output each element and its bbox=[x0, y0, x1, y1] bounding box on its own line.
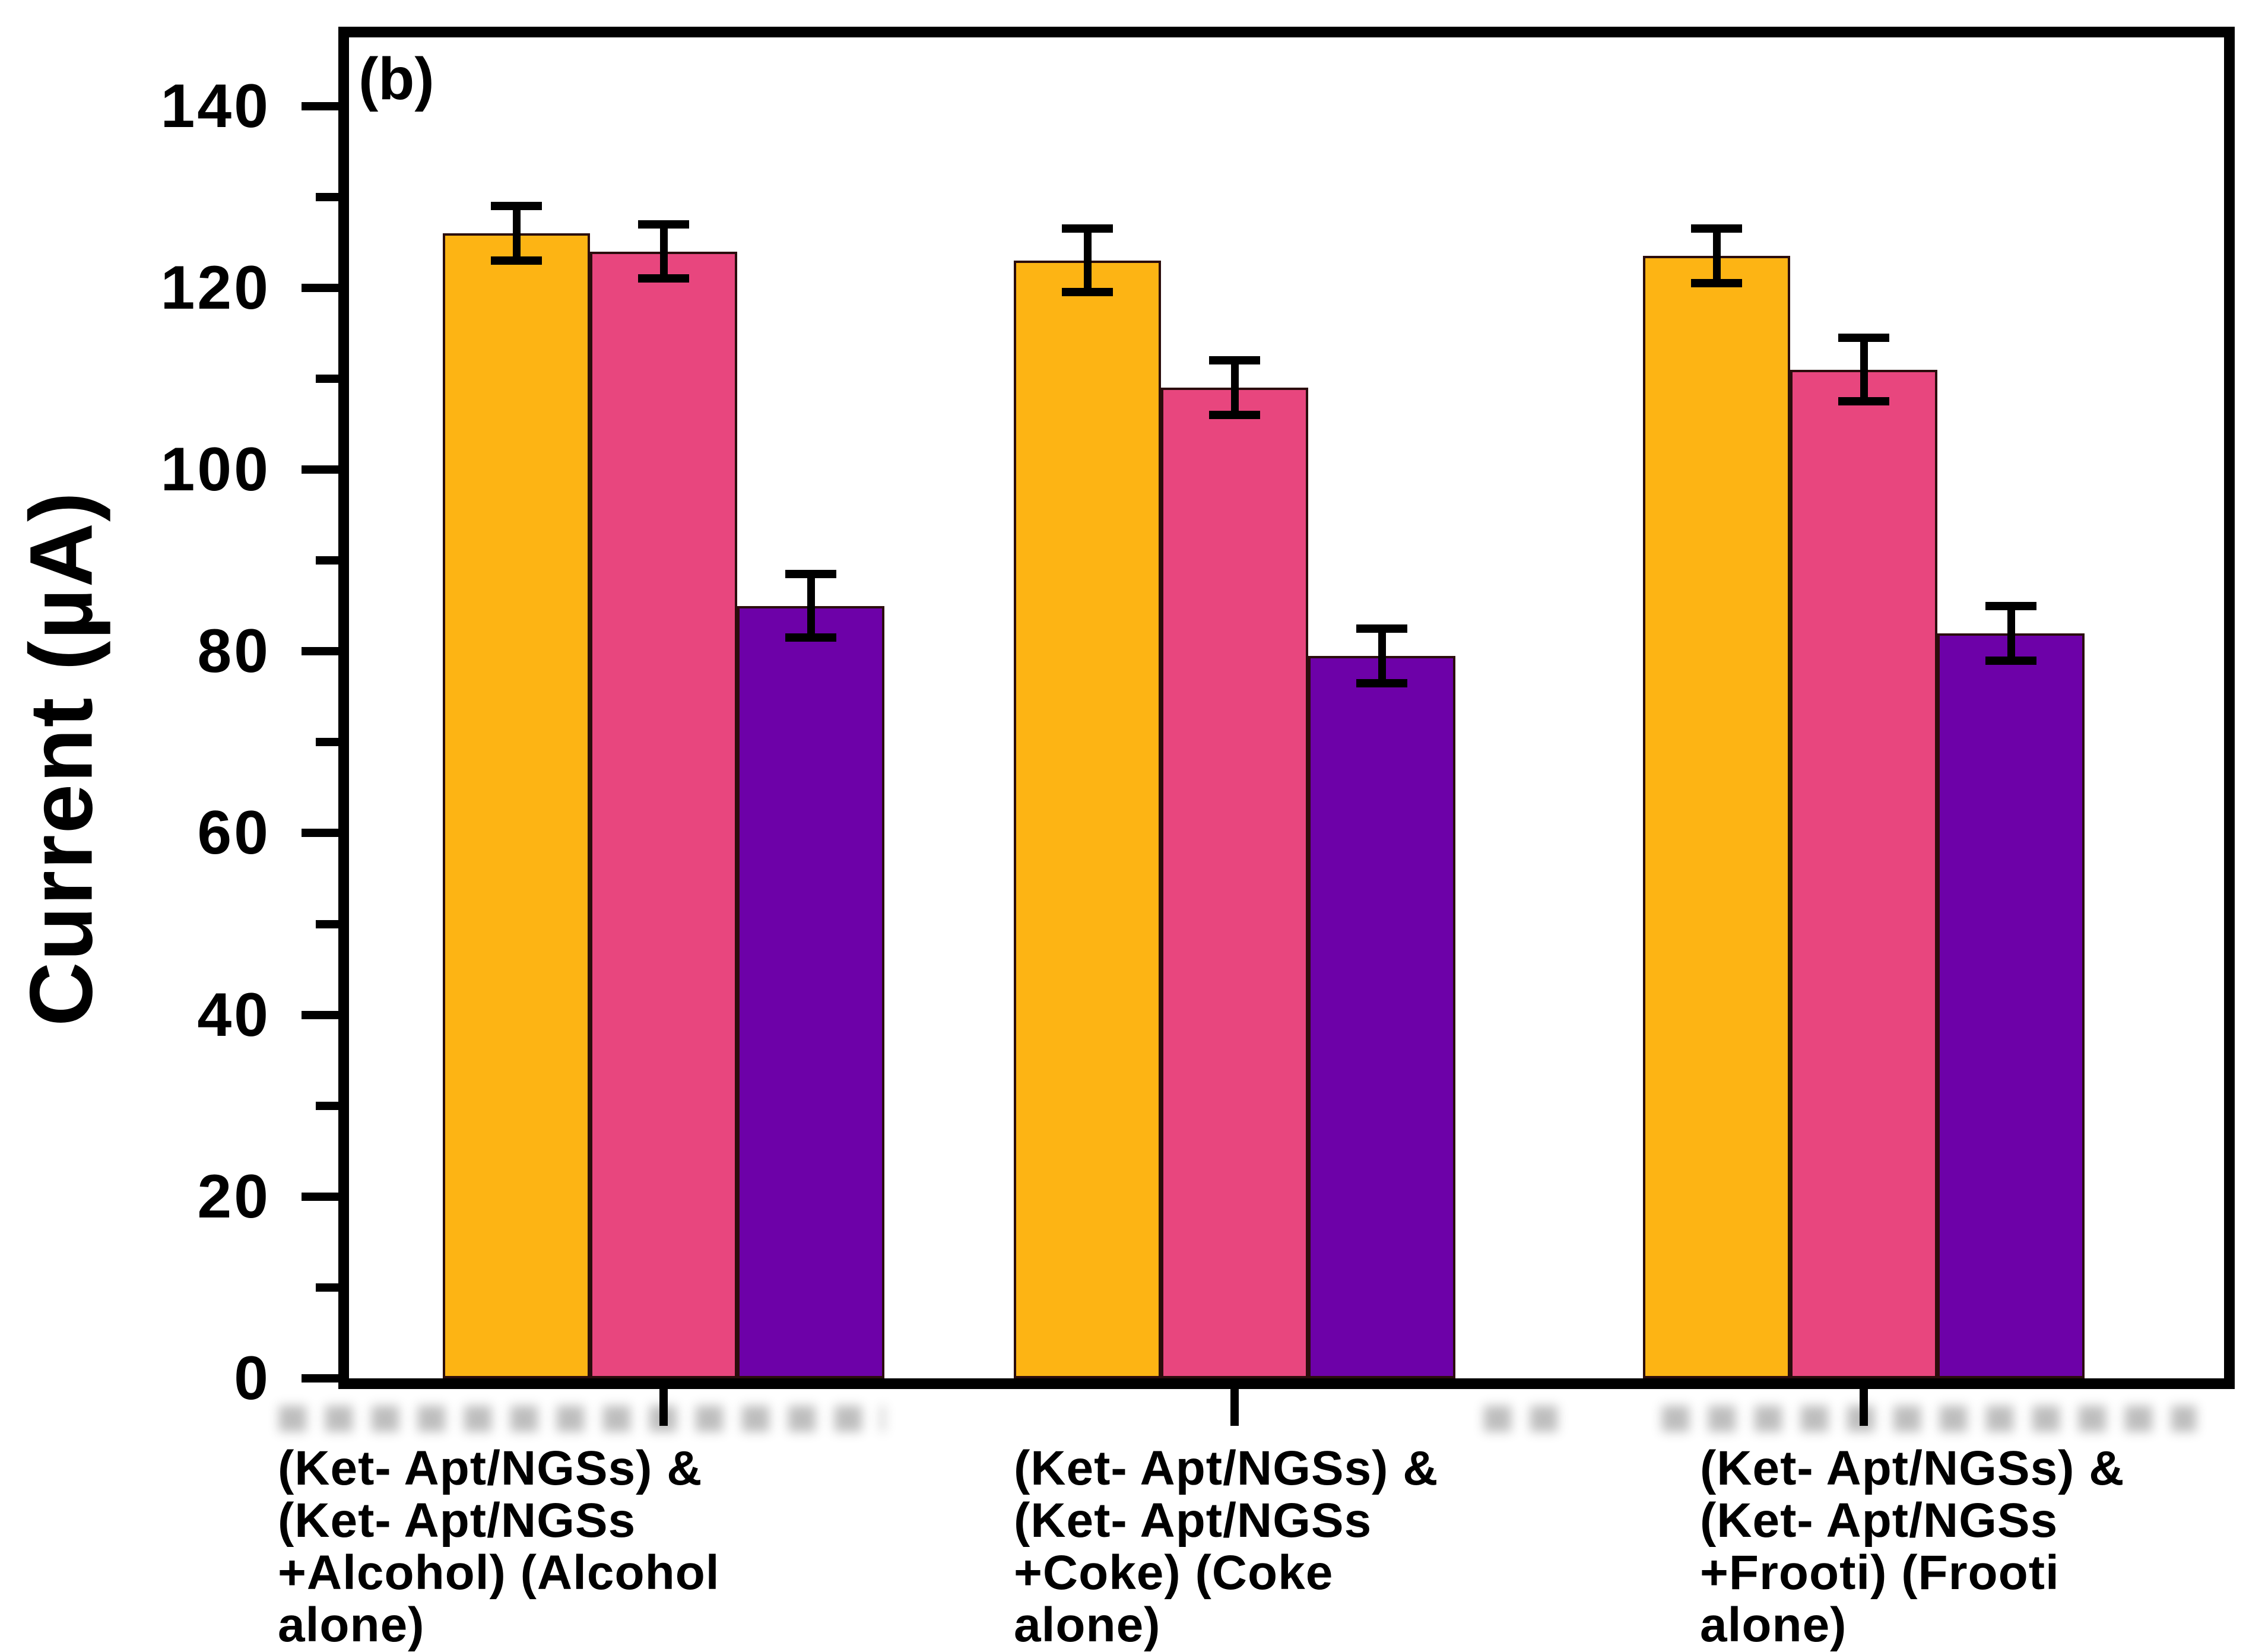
x-category-label: (Ket- Apt/NGSs) & (Ket- Apt/NGSs +Coke) (C… bbox=[1014, 1442, 1756, 1651]
error-bar-cap-bottom-orange-group3 bbox=[1691, 279, 1742, 288]
y-tick-label: 40 bbox=[197, 980, 271, 1049]
panel-letter-label: (b) bbox=[359, 46, 434, 112]
x-category-label: (Ket- Apt/NGSs) & (Ket- Apt/NGSs +Frooti) … bbox=[1700, 1442, 2246, 1651]
y-minor-tick bbox=[316, 738, 338, 747]
error-bar-cap-bottom-purple-group1 bbox=[785, 633, 836, 642]
bar-pink-group1 bbox=[590, 251, 737, 1378]
x-category-label-line: (Ket- Apt/NGSs) & bbox=[1700, 1441, 2125, 1495]
bar-purple-group3 bbox=[1937, 633, 2085, 1378]
x-category-label-line: alone) bbox=[1014, 1598, 1161, 1652]
x-category-label-line: alone) bbox=[1700, 1598, 1847, 1652]
error-bar-cap-bottom-pink-group2 bbox=[1209, 411, 1260, 420]
bar-orange-group3 bbox=[1643, 256, 1790, 1378]
bar-pink-group2 bbox=[1161, 388, 1308, 1378]
y-major-tick bbox=[302, 465, 338, 474]
y-tick-label: 80 bbox=[197, 617, 271, 686]
y-major-tick bbox=[302, 283, 338, 292]
error-bar-cap-top-purple-group3 bbox=[1985, 601, 2036, 610]
error-bar-line-pink-group2 bbox=[1230, 360, 1239, 416]
x-category-label-line: (Ket- Apt/NGSs bbox=[278, 1494, 636, 1548]
error-bar-cap-top-purple-group1 bbox=[785, 570, 836, 579]
error-bar-cap-top-pink-group3 bbox=[1838, 334, 1889, 342]
error-bar-cap-bottom-purple-group3 bbox=[1985, 656, 2036, 665]
blurred-text-artifact bbox=[1662, 1406, 2196, 1432]
x-category-label-line: +Frooti) (Frooti bbox=[1700, 1546, 2060, 1600]
y-tick-label: 100 bbox=[160, 435, 271, 504]
error-bar-cap-top-pink-group1 bbox=[638, 220, 689, 229]
error-bar-cap-bottom-pink-group1 bbox=[638, 274, 689, 283]
error-bar-cap-top-orange-group1 bbox=[491, 202, 542, 210]
error-bar-line-purple-group3 bbox=[2007, 605, 2015, 661]
blurred-text-artifact bbox=[1484, 1406, 1561, 1432]
error-bar-cap-top-orange-group3 bbox=[1691, 224, 1742, 233]
y-tick-label: 20 bbox=[197, 1162, 271, 1231]
error-bar-cap-bottom-purple-group2 bbox=[1356, 678, 1407, 687]
y-minor-tick bbox=[316, 192, 338, 201]
y-tick-label: 0 bbox=[234, 1344, 271, 1413]
error-bar-line-pink-group3 bbox=[1860, 338, 1868, 402]
error-bar-line-orange-group1 bbox=[512, 206, 521, 261]
y-minor-tick bbox=[316, 374, 338, 383]
x-category-label-line: (Ket- Apt/NGSs bbox=[1014, 1494, 1372, 1548]
y-tick-label: 140 bbox=[160, 71, 271, 141]
x-tick bbox=[1230, 1389, 1239, 1426]
error-bar-line-orange-group3 bbox=[1712, 229, 1721, 284]
y-major-tick bbox=[302, 647, 338, 656]
y-major-tick bbox=[302, 1010, 338, 1019]
error-bar-cap-top-purple-group2 bbox=[1356, 624, 1407, 633]
x-category-label-line: +Alcohol) (Alcohol bbox=[278, 1546, 720, 1600]
blurred-text-artifact bbox=[279, 1406, 884, 1432]
x-category-label-line: (Ket- Apt/NGSs) & bbox=[278, 1441, 703, 1495]
bar-orange-group1 bbox=[443, 233, 590, 1378]
bar-orange-group2 bbox=[1014, 260, 1161, 1378]
error-bar-cap-top-orange-group2 bbox=[1062, 224, 1113, 233]
x-category-label-line: (Ket- Apt/NGSs bbox=[1700, 1494, 2058, 1548]
bar-purple-group2 bbox=[1308, 655, 1455, 1378]
y-major-tick bbox=[302, 102, 338, 110]
y-major-tick bbox=[302, 1192, 338, 1201]
y-minor-tick bbox=[316, 556, 338, 565]
error-bar-cap-bottom-orange-group1 bbox=[491, 256, 542, 265]
x-tick bbox=[659, 1389, 668, 1426]
y-major-tick bbox=[302, 829, 338, 838]
error-bar-line-orange-group2 bbox=[1083, 229, 1092, 293]
error-bar-cap-bottom-orange-group2 bbox=[1062, 288, 1113, 297]
bar-purple-group1 bbox=[737, 605, 884, 1378]
error-bar-cap-top-pink-group2 bbox=[1209, 356, 1260, 365]
y-tick-label: 120 bbox=[160, 253, 271, 322]
y-major-tick bbox=[302, 1374, 338, 1383]
error-bar-line-pink-group1 bbox=[659, 224, 668, 279]
bar-pink-group3 bbox=[1790, 369, 1937, 1378]
x-category-label-line: +Coke) (Coke bbox=[1014, 1546, 1334, 1600]
x-category-label-line: alone) bbox=[278, 1598, 425, 1652]
y-minor-tick bbox=[316, 1101, 338, 1110]
y-tick-label: 60 bbox=[197, 798, 271, 868]
y-minor-tick bbox=[316, 919, 338, 928]
y-minor-tick bbox=[316, 1283, 338, 1292]
x-tick bbox=[1860, 1389, 1868, 1426]
error-bar-line-purple-group1 bbox=[807, 574, 815, 638]
x-category-label: (Ket- Apt/NGSs) & (Ket- Apt/NGSs +Alcohol)… bbox=[278, 1442, 1020, 1651]
error-bar-line-purple-group2 bbox=[1378, 628, 1386, 683]
x-category-label-line: (Ket- Apt/NGSs) & bbox=[1014, 1441, 1439, 1495]
error-bar-cap-bottom-pink-group3 bbox=[1838, 397, 1889, 406]
